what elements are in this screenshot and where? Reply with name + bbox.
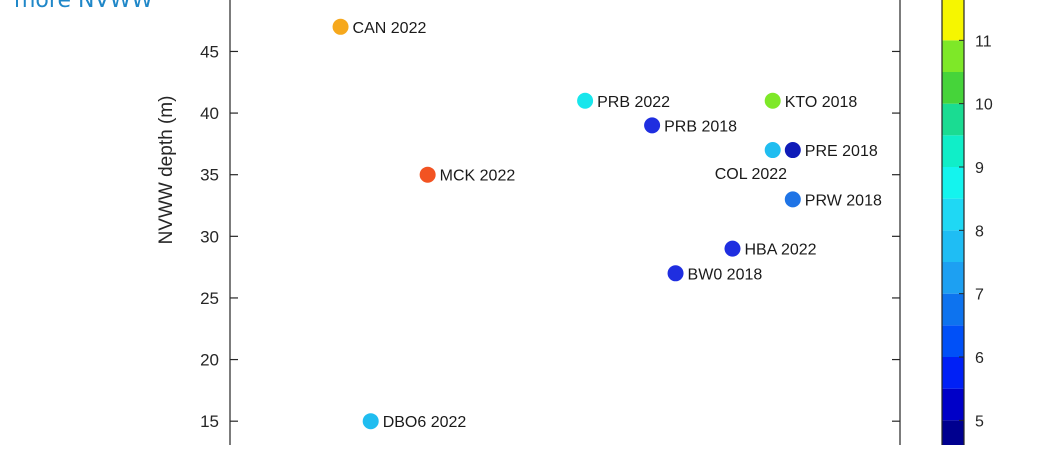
colorbar-tick-label: 9	[975, 160, 984, 177]
y-tick-label: 35	[200, 166, 219, 185]
data-point-label: MCK 2022	[440, 168, 516, 185]
colorbar-level	[942, 388, 964, 421]
data-point-label: BW0 2018	[688, 266, 763, 283]
colorbar-tick-label: 11	[975, 33, 992, 50]
data-point-label: PRE 2018	[805, 143, 878, 160]
caption-text: more NVWW	[14, 0, 153, 13]
colorbar-tick-label: 10	[975, 97, 993, 114]
y-axis-label: NVWW depth (m)	[156, 96, 177, 245]
colorbar-tick-label: 7	[975, 287, 984, 304]
colorbar-level	[942, 135, 964, 167]
data-point	[667, 265, 684, 282]
data-point	[784, 142, 801, 159]
colorbar-level	[942, 103, 964, 136]
data-point-label: CAN 2022	[353, 20, 427, 37]
y-tick-label: 25	[200, 289, 219, 308]
colorbar-level	[942, 0, 964, 41]
data-point-label: PRB 2022	[597, 94, 670, 111]
data-point	[577, 92, 594, 109]
colorbar-level	[942, 72, 964, 104]
colorbar-tick-label: 5	[975, 413, 984, 430]
data-point-label: HBA 2022	[745, 242, 817, 259]
colorbar-tick-label: 6	[975, 350, 984, 367]
y-tick-label: 15	[200, 412, 219, 431]
data-point	[644, 117, 661, 134]
colorbar-layer: 5 6 7 8 9 10 11	[941, 0, 993, 450]
data-point	[764, 92, 781, 109]
colorbar-tick-label: 8	[975, 223, 984, 240]
colorbar-level	[942, 293, 964, 326]
data-point	[724, 240, 741, 257]
data-point-label: COL 2022	[715, 166, 787, 183]
data-point	[419, 166, 436, 183]
colorbar-level	[942, 40, 964, 72]
y-tick-label: 30	[200, 227, 219, 246]
colorbar-level	[942, 262, 964, 294]
colorbar-level	[942, 357, 964, 389]
y-tick-label: 40	[200, 104, 219, 123]
data-point-label: KTO 2018	[785, 94, 858, 111]
data-point	[332, 18, 349, 35]
data-point-label: PRB 2018	[664, 118, 737, 135]
y-tick-label: 45	[200, 42, 219, 61]
colorbar-level	[942, 230, 964, 262]
data-point-label: DBO6 2022	[383, 414, 467, 431]
axes-layer: 15 20 25 30 35 40 45 NVWW depth (m)	[156, 0, 901, 450]
points-layer: CAN 2022 PRB 2022 KTO 2018 PRB 2018 COL 2022…	[332, 18, 882, 431]
colorbar-frame	[941, 0, 965, 450]
data-point	[764, 142, 781, 159]
y-tick-label: 20	[200, 351, 219, 370]
colorbar-level	[942, 167, 964, 199]
data-point	[784, 191, 801, 208]
colorbar-level	[942, 325, 964, 357]
data-point	[362, 413, 379, 430]
data-point-label: PRW 2018	[805, 192, 882, 209]
colorbar-level	[942, 198, 964, 231]
colorbar-level	[942, 420, 964, 450]
